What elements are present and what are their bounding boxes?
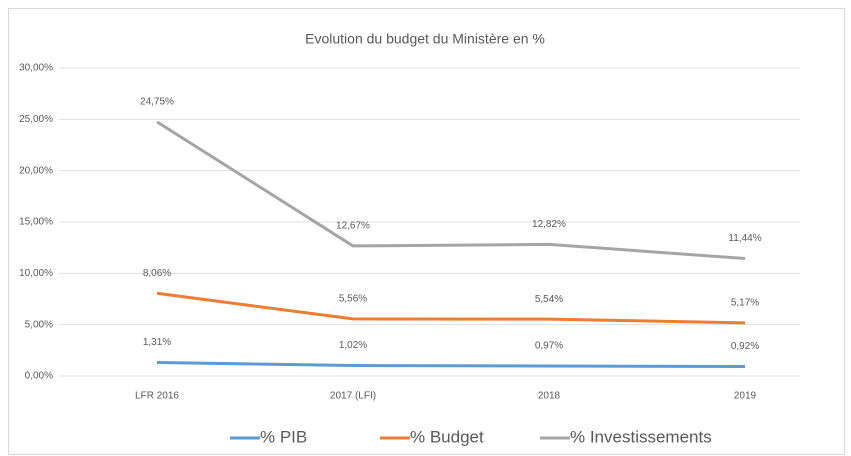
y-tick-label: 25,00% <box>19 114 53 125</box>
data-label: 0,92% <box>731 341 759 352</box>
x-tick-label: 2018 <box>538 391 561 402</box>
data-label: 12,67% <box>336 221 370 232</box>
series-line <box>156 361 746 369</box>
data-label: 1,02% <box>339 340 367 351</box>
y-tick-label: 10,00% <box>19 268 53 279</box>
y-tick-label: 20,00% <box>19 165 53 176</box>
series-line <box>156 120 746 261</box>
legend-label: % Investissements <box>570 427 712 446</box>
chart-title: Evolution du budget du Ministère en % <box>305 31 545 47</box>
y-tick-label: 15,00% <box>19 217 53 228</box>
data-label: 5,54% <box>535 294 563 305</box>
legend-label: % Budget <box>410 427 484 446</box>
data-label: 5,56% <box>339 294 367 305</box>
data-label: 0,97% <box>535 341 563 352</box>
data-label: 11,44% <box>728 233 761 244</box>
chart-border <box>8 8 845 455</box>
data-label: 24,75% <box>140 97 174 108</box>
y-tick-label: 0,00% <box>25 371 53 382</box>
x-tick-label: LFR 2016 <box>135 391 179 402</box>
x-tick-label: 2019 <box>734 391 757 402</box>
data-label: 1,31% <box>143 337 171 348</box>
y-tick-label: 30,00% <box>19 63 53 74</box>
data-label: 12,82% <box>532 219 566 230</box>
data-label: 5,17% <box>731 298 759 309</box>
legend-label: % PIB <box>260 427 307 446</box>
x-tick-label: 2017 (LFI) <box>330 391 376 402</box>
data-label: 8,06% <box>143 268 171 279</box>
series-line <box>156 291 746 325</box>
y-tick-label: 5,00% <box>25 319 53 330</box>
